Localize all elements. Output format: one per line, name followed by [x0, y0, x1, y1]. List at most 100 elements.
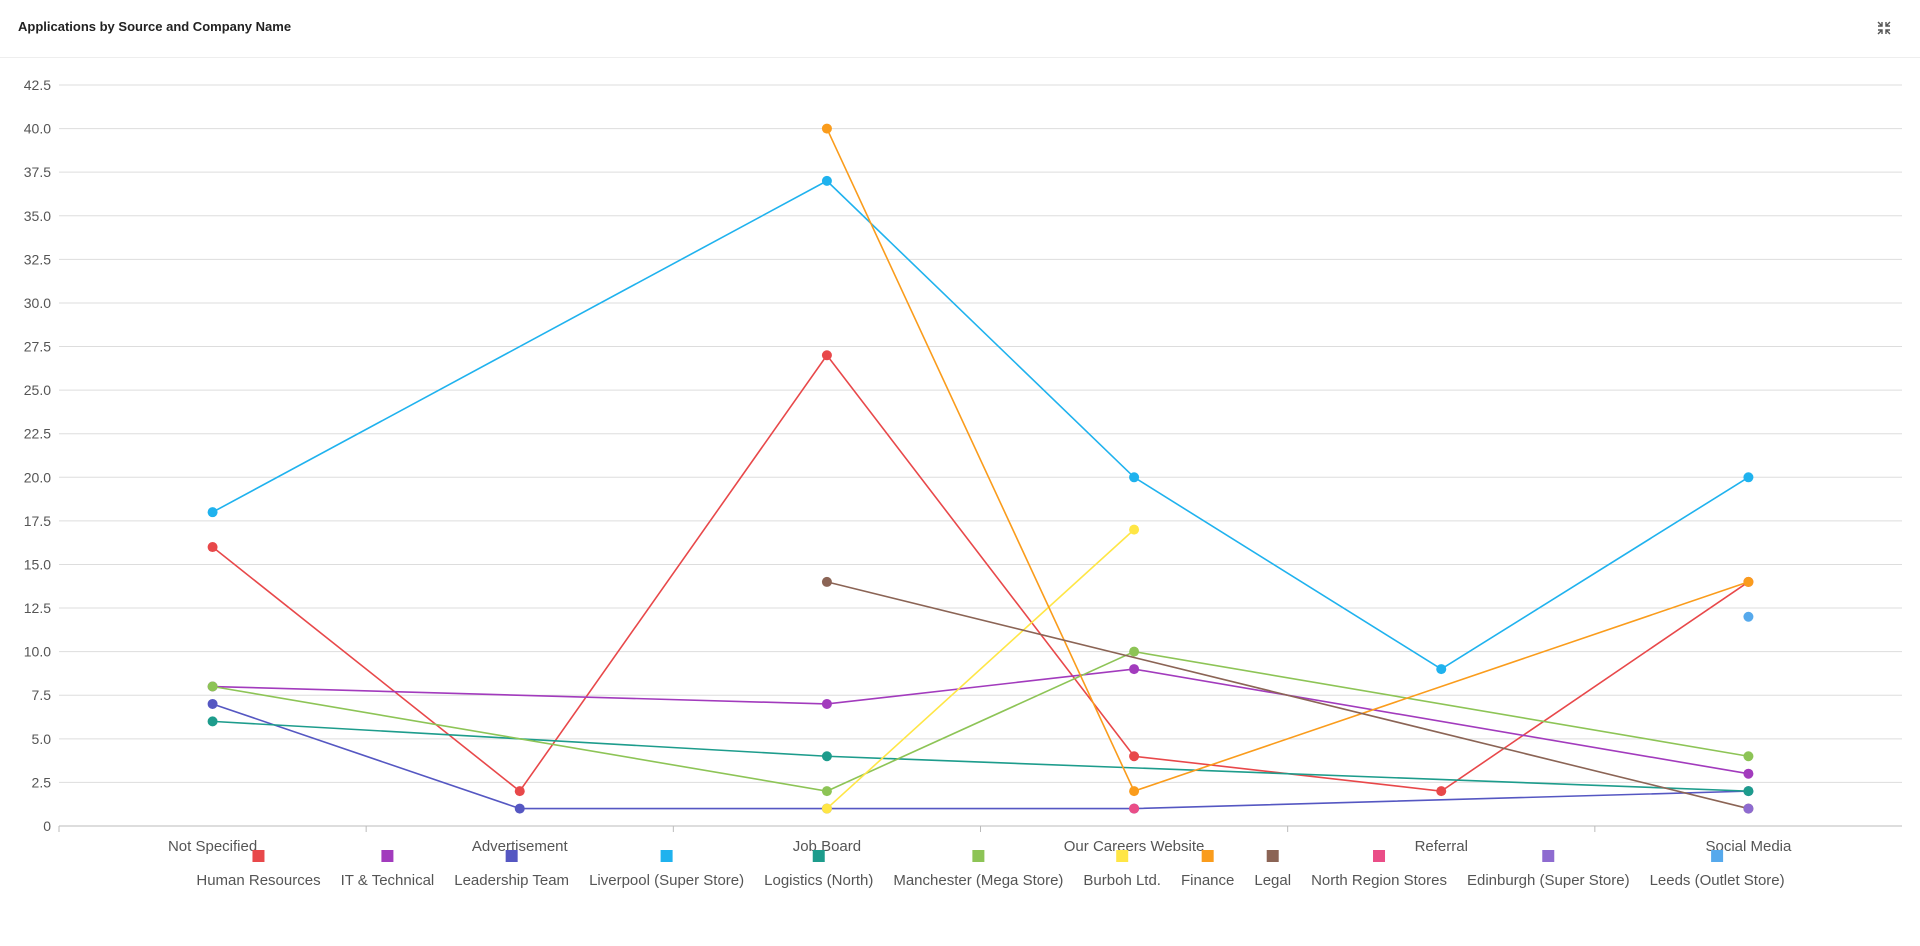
- legend-item[interactable]: IT & Technical: [341, 850, 435, 889]
- series-line: [212, 720, 1749, 792]
- data-point[interactable]: [1743, 576, 1754, 587]
- y-tick-label: 12.5: [24, 600, 51, 616]
- legend-item[interactable]: Legal: [1254, 850, 1291, 889]
- data-point[interactable]: [821, 786, 832, 797]
- legend-swatch: [1201, 850, 1214, 862]
- data-point[interactable]: [1743, 611, 1754, 622]
- series-9: [1129, 803, 1140, 814]
- data-point[interactable]: [1129, 664, 1140, 675]
- legend-item[interactable]: Burboh Ltd.: [1083, 850, 1161, 889]
- series-line: [826, 128, 1749, 793]
- series-2: [207, 698, 1754, 814]
- y-tick-label: 7.5: [32, 687, 52, 703]
- legend-label: Manchester (Mega Store): [893, 872, 1063, 889]
- data-point[interactable]: [1743, 786, 1754, 797]
- series-line: [212, 668, 1749, 775]
- series-11: [1743, 611, 1754, 622]
- grid-layer: [59, 84, 1902, 827]
- legend-label: Edinburgh (Super Store): [1467, 872, 1630, 889]
- data-point[interactable]: [821, 698, 832, 709]
- y-tick-label: 0: [43, 818, 51, 834]
- legend-swatch: [1373, 850, 1386, 862]
- data-point[interactable]: [1743, 803, 1754, 814]
- series-line: [826, 529, 1135, 810]
- y-tick-label: 22.5: [24, 426, 51, 442]
- legend-item[interactable]: Leeds (Outlet Store): [1650, 850, 1785, 889]
- series-line: [212, 650, 1749, 792]
- data-point[interactable]: [207, 698, 218, 709]
- legend-label: Finance: [1181, 872, 1234, 889]
- legend-item[interactable]: Manchester (Mega Store): [893, 850, 1063, 889]
- data-point[interactable]: [821, 175, 832, 186]
- legend-swatch: [252, 850, 265, 862]
- series-10: [1743, 803, 1754, 814]
- legend-label: Leeds (Outlet Store): [1650, 872, 1785, 889]
- x-tick-label: Our Careers Website: [1064, 838, 1205, 855]
- data-point[interactable]: [821, 123, 832, 134]
- legend-item[interactable]: Logistics (North): [764, 850, 873, 889]
- legend-item[interactable]: North Region Stores: [1311, 850, 1447, 889]
- legend-label: Leadership Team: [454, 872, 569, 889]
- data-point[interactable]: [1129, 646, 1140, 657]
- data-point[interactable]: [1743, 472, 1754, 483]
- data-point[interactable]: [1129, 786, 1140, 797]
- data-point[interactable]: [1743, 751, 1754, 762]
- y-tick-label: 17.5: [24, 513, 51, 529]
- data-point[interactable]: [821, 576, 832, 587]
- y-tick-label: 42.5: [24, 77, 51, 93]
- series-0: [207, 350, 1754, 797]
- x-tick-label: Referral: [1415, 838, 1468, 855]
- line-chart: 0 2.5 5.0 7.5 10.0 12.5 15.0 17.5 20.0 22.5 25.0 27…: [24, 77, 1902, 889]
- data-point[interactable]: [1436, 786, 1447, 797]
- data-point[interactable]: [207, 542, 218, 553]
- y-tick-label: 35.0: [24, 208, 51, 224]
- y-tick-label: 2.5: [32, 774, 52, 790]
- series-4: [207, 716, 1754, 797]
- chart-title: Applications by Source and Company Name: [18, 19, 292, 34]
- legend-swatch: [505, 850, 518, 862]
- y-tick-label: 30.0: [24, 295, 51, 311]
- legend-swatch: [1266, 850, 1279, 862]
- data-point[interactable]: [1129, 524, 1140, 535]
- data-point[interactable]: [821, 803, 832, 814]
- legend-label: Legal: [1254, 872, 1291, 889]
- collapse-icon[interactable]: [1876, 20, 1892, 36]
- series-line: [212, 703, 1749, 810]
- axis-layer: 0 2.5 5.0 7.5 10.0 12.5 15.0 17.5 20.0 22.5 25.0 27…: [24, 77, 1792, 855]
- legend-label: Liverpool (Super Store): [589, 872, 744, 889]
- legend-swatch: [660, 850, 673, 862]
- data-point[interactable]: [207, 681, 218, 692]
- legend-swatch: [1116, 850, 1129, 862]
- y-tick-label: 20.0: [24, 469, 51, 485]
- legend-swatch: [1711, 850, 1724, 862]
- data-point[interactable]: [1129, 803, 1140, 814]
- data-point[interactable]: [207, 716, 218, 727]
- y-tick-label: 25.0: [24, 382, 51, 398]
- legend-swatch: [972, 850, 985, 862]
- data-point[interactable]: [514, 803, 525, 814]
- series-line: [212, 353, 1749, 793]
- legend-item[interactable]: Liverpool (Super Store): [589, 850, 744, 889]
- data-point[interactable]: [1743, 768, 1754, 779]
- data-point[interactable]: [1129, 751, 1140, 762]
- legend-label: North Region Stores: [1311, 872, 1447, 889]
- y-tick-label: 10.0: [24, 644, 51, 660]
- legend-item[interactable]: Human Resources: [196, 850, 321, 889]
- legend-swatch: [812, 850, 825, 862]
- data-point[interactable]: [514, 786, 525, 797]
- legend-label: IT & Technical: [341, 872, 435, 889]
- x-tick-label: Not Specified: [168, 838, 257, 855]
- legend-layer: Human Resources IT & Technical Leadership …: [196, 850, 1785, 889]
- series-5: [207, 646, 1754, 797]
- data-point[interactable]: [821, 751, 832, 762]
- x-tick-label: Advertisement: [472, 838, 569, 855]
- data-point[interactable]: [821, 350, 832, 361]
- legend-item[interactable]: Edinburgh (Super Store): [1467, 850, 1630, 889]
- data-point[interactable]: [1129, 472, 1140, 483]
- legend-item[interactable]: Leadership Team: [454, 850, 569, 889]
- series-line: [212, 179, 1749, 671]
- legend-item[interactable]: Finance: [1181, 850, 1234, 889]
- legend-swatch: [1542, 850, 1555, 862]
- data-point[interactable]: [207, 507, 218, 518]
- data-point[interactable]: [1436, 664, 1447, 675]
